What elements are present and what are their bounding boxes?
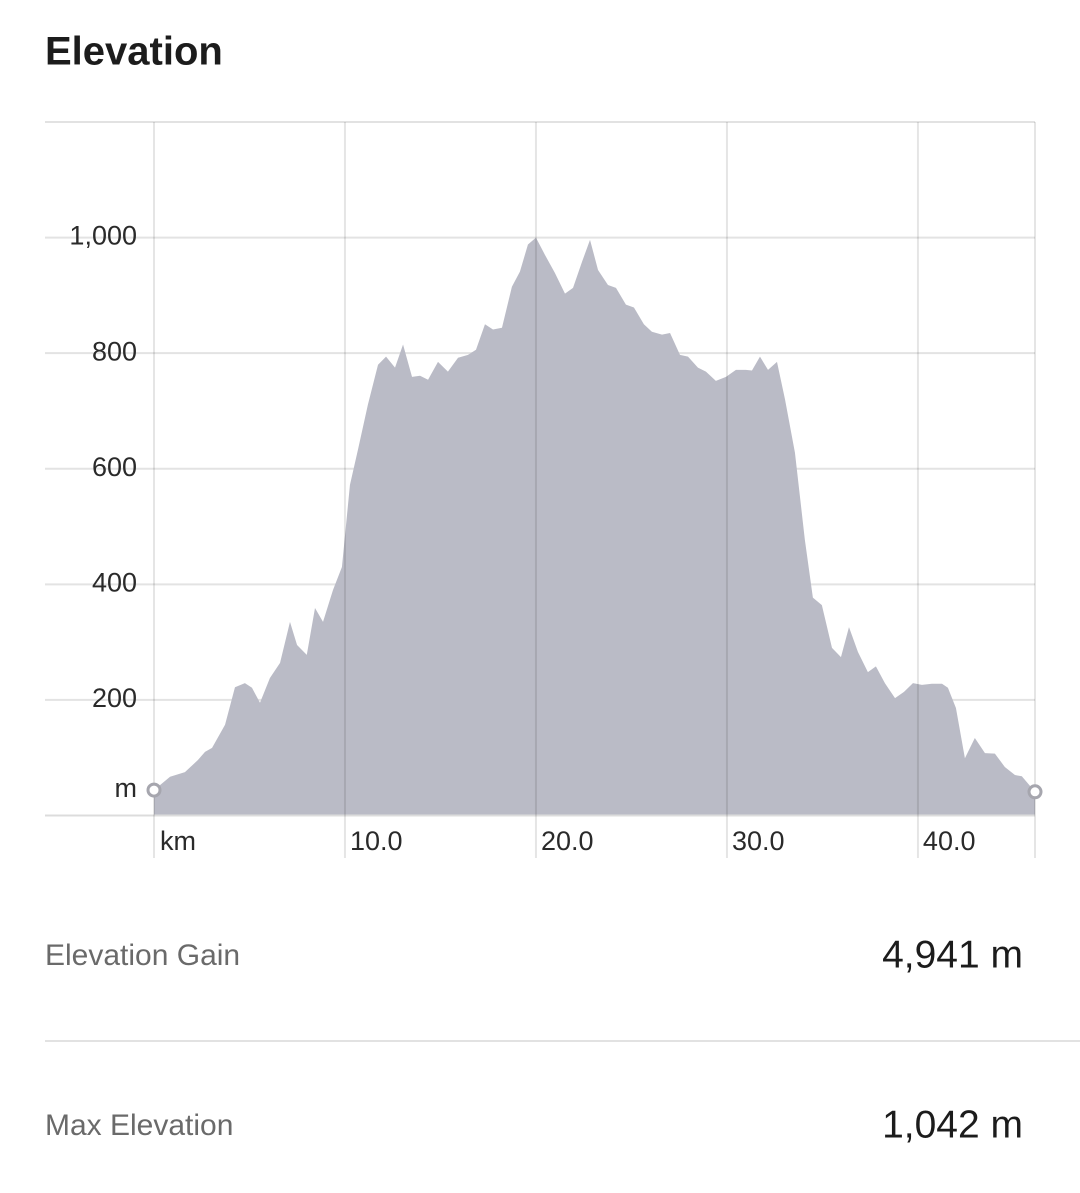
x-tick-label: 40.0 [923, 826, 976, 856]
stat-label: Elevation Gain [45, 939, 240, 972]
x-tick-label: 20.0 [541, 826, 594, 856]
y-axis-unit: m [115, 773, 138, 803]
stat-value: 1,042 m [882, 1103, 1023, 1146]
y-tick-label: 800 [92, 336, 137, 366]
stat-value: 4,941 m [882, 933, 1023, 976]
elevation-area [154, 237, 1035, 816]
x-tick-label: 10.0 [350, 826, 403, 856]
x-axis-unit: km [160, 826, 196, 856]
y-tick-label: 400 [92, 567, 137, 597]
y-tick-label: 1,000 [69, 221, 137, 251]
endpoint-marker [146, 782, 162, 798]
chart-title: Elevation [45, 30, 223, 74]
y-tick-label: 200 [92, 683, 137, 713]
stat-label: Max Elevation [45, 1109, 233, 1142]
y-tick-label: 600 [92, 452, 137, 482]
x-tick-label: 30.0 [732, 826, 785, 856]
endpoint-marker [1027, 784, 1043, 800]
